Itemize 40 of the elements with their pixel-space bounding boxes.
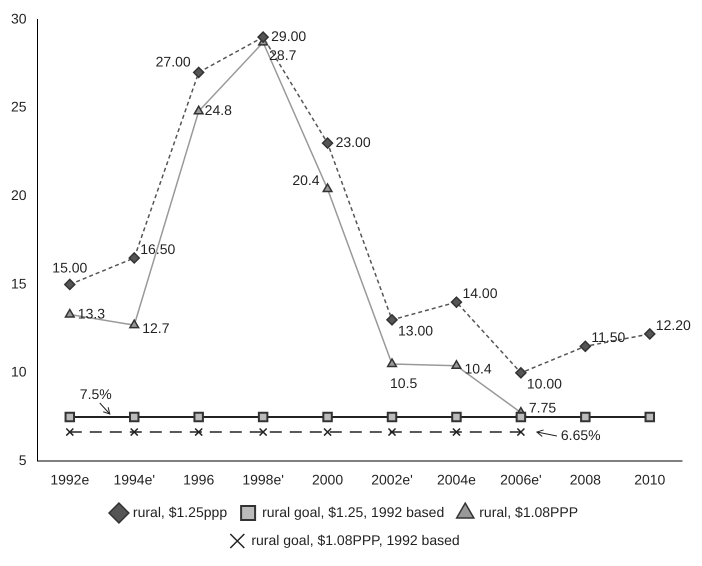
x-tick-label: 2002e' — [371, 471, 413, 488]
y-tick-label: 20 — [10, 186, 27, 203]
x-tick-label: 1994e' — [113, 471, 156, 488]
x-tick-label: 2000 — [312, 471, 344, 488]
legend-label: rural goal, $1.08PPP, 1992 based — [251, 532, 460, 548]
y-tick-label: 15 — [10, 275, 27, 292]
data-label: 11.50 — [591, 329, 626, 346]
data-label: 13.3 — [78, 305, 106, 322]
data-label: 24.8 — [204, 102, 232, 118]
data-label: 16.50 — [140, 240, 176, 257]
data-label: 10.00 — [526, 376, 562, 392]
legend-label: rural, $1.08PPP — [479, 504, 578, 520]
data-label: 10.5 — [390, 374, 418, 391]
x-tick-label: 2004e — [436, 471, 476, 488]
data-label: 28.7 — [269, 47, 297, 64]
x-tick-label: 1992e — [50, 471, 90, 488]
x-tick-label: 1996 — [183, 471, 214, 488]
x-tick-label: 2010 — [634, 471, 666, 488]
data-label: 13.00 — [398, 322, 434, 339]
legend-label: rural goal, $1.25, 1992 based — [262, 504, 444, 520]
data-label: 12.20 — [656, 316, 692, 333]
data-label: 27.00 — [156, 53, 191, 70]
x-tick-label: 2006e' — [500, 471, 542, 488]
x-tick-label: 2008 — [570, 471, 602, 488]
data-label: 10.4 — [464, 360, 492, 377]
y-tick-label: 30 — [10, 10, 27, 26]
annotation: 7.5% — [80, 386, 112, 402]
x-tick-label: 1998e' — [242, 471, 284, 488]
data-label: 12.7 — [142, 320, 170, 336]
data-label: 20.4 — [292, 172, 320, 188]
data-label: 14.00 — [462, 285, 498, 302]
data-label: 29.00 — [271, 28, 306, 44]
data-label: 15.00 — [52, 259, 88, 276]
data-label: 23.00 — [336, 134, 371, 150]
annotation: 6.65% — [560, 426, 601, 443]
data-label: 7.75 — [528, 399, 556, 416]
legend-label: rural, $1.25ppp — [132, 504, 228, 520]
y-tick-label: 10 — [10, 364, 27, 380]
y-tick-label: 5 — [18, 452, 27, 468]
y-tick-label: 25 — [10, 98, 27, 115]
